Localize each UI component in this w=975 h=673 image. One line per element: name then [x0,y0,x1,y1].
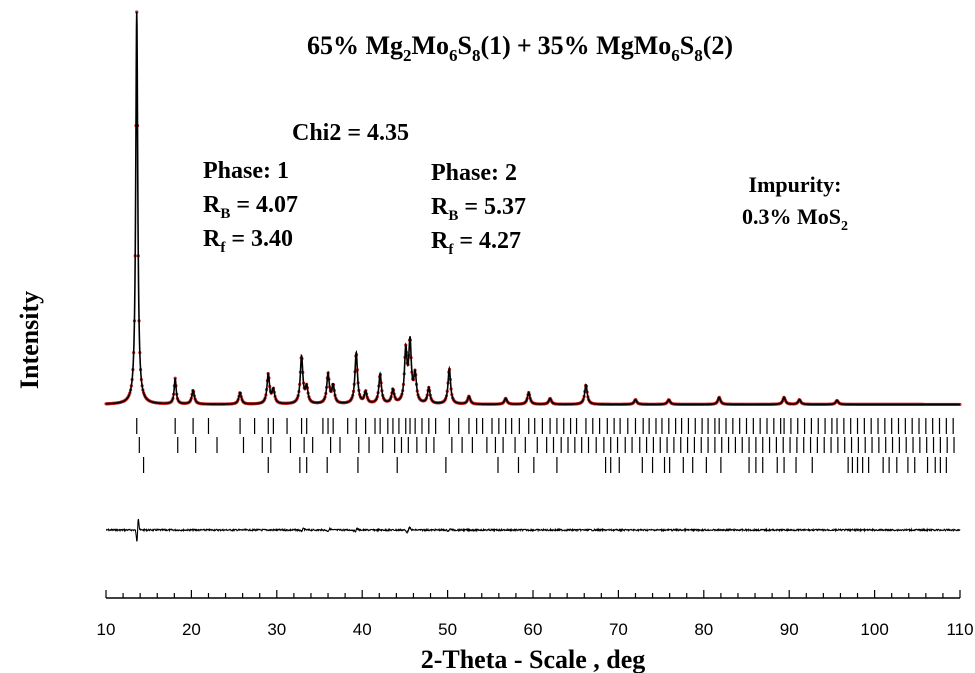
phase1-title: Phase: 1 [203,158,289,184]
x-tick-label: 60 [524,620,543,639]
impurity-title: Impurity: [749,172,842,197]
calculated-line [105,11,960,406]
phase2-title: Phase: 2 [431,160,517,186]
x-tick-label: 90 [780,620,799,639]
x-tick-label: 50 [438,620,457,639]
x-tick-label: 40 [353,620,372,639]
x-tick-label: 100 [860,620,888,639]
phase2-rf: Rf = 4.27 [431,228,521,258]
x-tick-label: 30 [267,620,286,639]
x-tick-label: 80 [694,620,713,639]
observed-point [958,402,962,407]
x-tick-label: 70 [609,620,628,639]
bragg-reflections [136,418,955,473]
difference-series [105,518,961,542]
x-tick-label: 10 [97,620,116,639]
phase1-rf: Rf = 3.40 [203,226,293,256]
chi2-label: Chi2 = 4.35 [292,120,409,146]
x-tick-label: 110 [946,620,973,639]
x-tick-label: 20 [182,620,201,639]
impurity-value: 0.3% MoS2 [742,204,848,234]
difference-line [105,518,961,542]
x-axis: 10 20 30 40 50 60 70 80 90 100 110 [97,590,974,639]
calculated-series [105,11,960,406]
chart-title: 65% Mg2Mo6S8(1) +35% MgMo6S8(2) [307,31,733,65]
y-axis-label: Intensity [15,291,44,389]
phase2-rb: RB = 5.37 [431,194,526,224]
x-axis-label: 2-Theta - Scale , deg [421,645,646,673]
phase1-rb: RB = 4.07 [203,192,298,222]
